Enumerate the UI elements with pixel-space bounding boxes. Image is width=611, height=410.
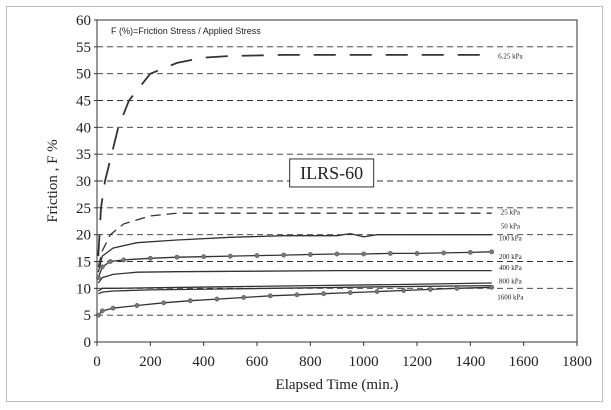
series-layer <box>95 54 495 318</box>
series-point <box>267 293 273 299</box>
series-point <box>489 284 495 290</box>
y-tick-label: 50 <box>76 67 91 83</box>
series-point <box>321 291 327 297</box>
y-tick-label: 55 <box>76 40 91 56</box>
series-label: 1600 kPa <box>497 293 524 301</box>
series-point <box>227 253 233 259</box>
series-point <box>414 251 420 256</box>
series-point <box>401 288 407 293</box>
x-tick-label: 0 <box>93 354 101 370</box>
series-point <box>187 298 193 304</box>
y-tick-label: 25 <box>76 201 91 217</box>
series-point <box>489 249 495 255</box>
series-point <box>121 257 127 263</box>
y-axis-label: Friction , F % <box>45 139 61 222</box>
series-label: 100 kPa <box>499 234 523 242</box>
series-line <box>97 286 492 316</box>
series-point <box>110 305 116 311</box>
series-point <box>174 254 180 260</box>
y-tick-label: 5 <box>84 308 92 324</box>
series-point <box>361 251 367 257</box>
series-point <box>147 255 153 261</box>
series-point <box>441 250 447 256</box>
y-tick-label: 30 <box>76 174 91 190</box>
series-point <box>334 251 340 257</box>
series-line <box>97 212 492 268</box>
series-line <box>97 251 492 278</box>
series-point <box>107 259 113 264</box>
label-box: ILRS-60 <box>289 158 375 188</box>
x-tick-label: 200 <box>139 354 162 370</box>
series-line <box>97 232 492 273</box>
series-point <box>294 292 300 298</box>
series-label: 400 kPa <box>499 264 523 272</box>
y-tick-labels: 0 5 10 15 20 25 30 35 40 45 50 55 60 <box>76 13 97 351</box>
x-tick-label: 400 <box>192 354 215 370</box>
series-point <box>161 300 167 306</box>
series-point <box>427 286 433 292</box>
x-tick-label: 1800 <box>562 354 592 370</box>
series-line <box>98 284 492 295</box>
series-point <box>387 251 393 256</box>
y-tick-label: 0 <box>84 335 92 351</box>
y-tick-label: 60 <box>76 13 91 29</box>
x-tick-label: 1600 <box>509 354 539 370</box>
y-tick-label: 15 <box>76 255 91 271</box>
x-tick-label: 600 <box>246 354 269 370</box>
chart-note: F (%)=Friction Stress / Applied Stress <box>111 26 261 36</box>
series-line <box>97 54 492 257</box>
series-point <box>241 295 247 300</box>
series-label: 50 kPa <box>501 223 521 231</box>
y-tick-label: 45 <box>76 94 91 110</box>
series-point <box>347 290 353 296</box>
y-tick-label: 20 <box>76 228 91 244</box>
series-labels: 6.25 kPa 25 kPa 50 kPa 100 kPa 200 kPa 400 kP… <box>497 52 524 301</box>
y-tick-label: 35 <box>76 147 91 163</box>
series-point <box>454 285 460 291</box>
y-tick-label: 40 <box>76 120 91 136</box>
label-box-border <box>289 158 375 188</box>
series-point <box>374 289 380 295</box>
x-tick-label: 1400 <box>455 354 485 370</box>
series-point <box>254 253 260 259</box>
series-label: 200 kPa <box>499 253 523 261</box>
series-line <box>97 269 492 284</box>
series-point <box>307 252 313 257</box>
series-point <box>99 264 105 270</box>
series-point <box>95 275 101 281</box>
x-tick-label: 800 <box>299 354 322 370</box>
series-label: 800 kPa <box>499 277 523 285</box>
x-axis-label: Elapsed Time (min.) <box>276 377 399 393</box>
series-point <box>281 252 287 258</box>
x-tick-label: 1000 <box>349 354 379 370</box>
x-tick-labels: 0 200 400 600 800 1000 1200 1400 1600 1800 <box>93 342 592 370</box>
series-point <box>99 308 105 314</box>
label-box-text: ILRS-60 <box>300 163 363 183</box>
chart-frame <box>6 6 603 402</box>
series-point <box>214 296 220 302</box>
series-label: 25 kPa <box>501 209 521 217</box>
x-tick-label: 1200 <box>402 354 432 370</box>
series-point <box>467 249 473 255</box>
y-tick-label: 10 <box>76 281 91 297</box>
series-label: 6.25 kPa <box>498 52 523 60</box>
series-point <box>201 254 207 260</box>
series-line <box>97 282 492 292</box>
grid-lines <box>97 46 577 316</box>
series-point <box>134 303 140 308</box>
